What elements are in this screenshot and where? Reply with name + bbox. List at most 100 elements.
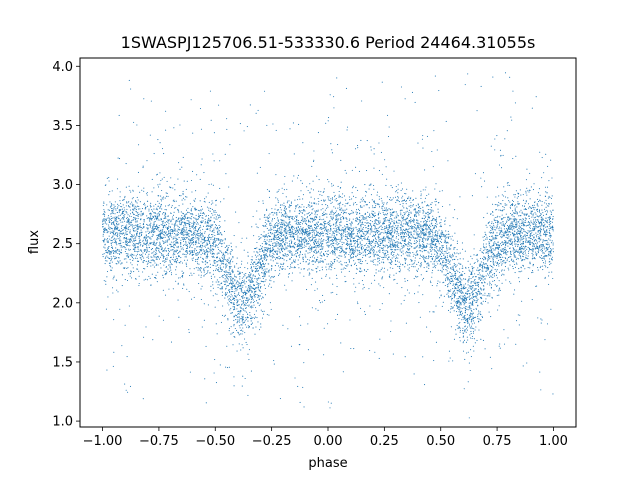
data-point	[491, 223, 493, 225]
data-point	[449, 283, 452, 285]
data-point	[225, 366, 227, 368]
data-point	[195, 214, 197, 216]
data-point	[498, 265, 500, 267]
data-point	[110, 223, 113, 225]
data-point	[153, 212, 155, 214]
data-point	[227, 275, 229, 278]
data-point	[316, 210, 318, 212]
data-point	[407, 222, 409, 224]
data-point	[214, 241, 216, 243]
data-point	[396, 230, 398, 232]
data-point	[373, 251, 375, 253]
data-point	[395, 225, 397, 227]
data-point	[353, 263, 356, 265]
data-point	[396, 241, 398, 243]
data-point	[259, 245, 262, 247]
data-point	[230, 296, 232, 298]
data-point	[139, 249, 141, 251]
data-point	[309, 239, 311, 241]
data-point	[330, 213, 332, 215]
data-point	[359, 242, 361, 244]
data-point	[490, 276, 492, 278]
data-point	[498, 254, 500, 256]
data-point	[121, 233, 123, 235]
data-point	[341, 234, 343, 236]
data-point	[273, 234, 275, 236]
data-point	[419, 211, 421, 213]
data-point	[105, 251, 108, 253]
data-point	[211, 256, 213, 258]
data-point	[337, 213, 339, 215]
data-point	[251, 291, 253, 293]
data-point	[503, 228, 505, 230]
data-point	[459, 313, 461, 315]
data-point	[303, 246, 305, 248]
data-point	[536, 285, 538, 287]
data-point	[393, 249, 395, 251]
data-point	[103, 218, 105, 220]
data-point	[303, 362, 305, 364]
data-point	[300, 190, 302, 192]
data-point	[323, 220, 325, 222]
data-point	[281, 225, 283, 227]
data-point	[340, 239, 342, 241]
data-point	[160, 232, 162, 234]
data-point	[279, 232, 281, 235]
data-point	[257, 264, 259, 267]
data-point	[364, 201, 367, 203]
data-point	[259, 251, 261, 253]
data-point	[476, 269, 478, 271]
data-point	[372, 239, 375, 241]
data-point	[391, 261, 393, 263]
data-point	[177, 210, 179, 212]
data-point	[378, 142, 380, 144]
data-point	[490, 255, 492, 257]
data-point	[224, 238, 226, 240]
data-point	[179, 250, 181, 252]
data-point	[495, 270, 497, 272]
data-point	[460, 303, 462, 305]
data-point	[163, 270, 165, 272]
data-point	[549, 219, 551, 221]
data-point	[344, 262, 346, 264]
data-point	[166, 235, 168, 237]
data-point	[356, 254, 358, 256]
data-point	[471, 318, 473, 320]
data-point	[214, 210, 216, 212]
data-point	[138, 237, 140, 239]
data-point	[157, 186, 160, 188]
data-point	[399, 220, 401, 222]
data-point	[443, 253, 445, 255]
data-point	[321, 232, 323, 234]
data-point	[121, 345, 123, 347]
data-point	[470, 349, 472, 351]
data-point	[274, 270, 276, 272]
data-point	[270, 232, 272, 234]
data-point	[114, 256, 116, 258]
data-point	[453, 252, 455, 254]
data-point	[302, 258, 304, 260]
data-point	[529, 226, 531, 228]
data-point	[514, 207, 516, 209]
data-point	[392, 241, 394, 243]
data-point	[462, 299, 464, 302]
data-point	[528, 250, 530, 252]
data-point	[149, 236, 151, 238]
data-point	[276, 250, 278, 252]
data-point	[311, 250, 313, 252]
data-point	[464, 84, 466, 86]
data-point	[521, 255, 523, 257]
data-point	[107, 209, 109, 211]
data-point	[398, 201, 400, 203]
data-point	[105, 308, 107, 310]
data-point	[143, 190, 145, 192]
data-point	[316, 251, 318, 253]
data-point	[241, 291, 243, 293]
data-point	[344, 169, 346, 171]
data-point	[208, 247, 210, 249]
data-point	[121, 218, 123, 220]
data-point	[139, 227, 141, 229]
data-point	[378, 239, 380, 241]
data-point	[173, 199, 175, 201]
data-point	[509, 239, 511, 241]
